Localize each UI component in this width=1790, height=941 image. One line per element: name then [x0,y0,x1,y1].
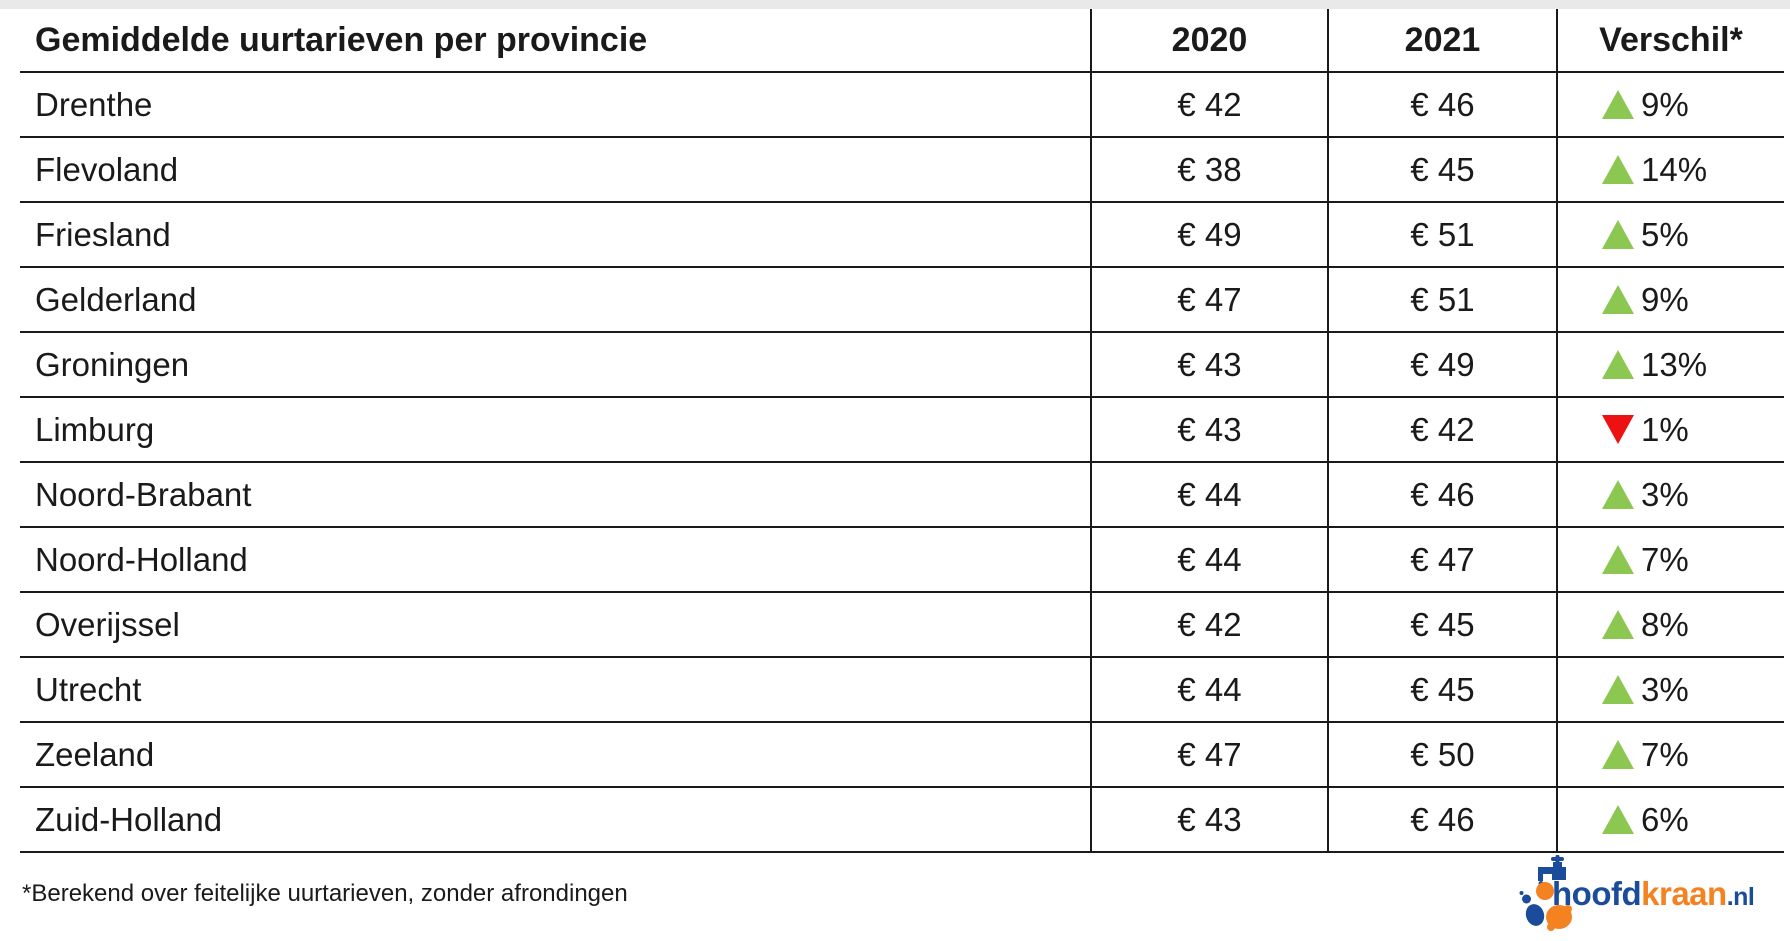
change-cell: 7% [1558,723,1784,786]
change-cell: 6% [1558,788,1784,851]
change-cell: 9% [1558,268,1784,331]
hoofdkraan-logo: hoofdkraan.nl [1518,852,1778,941]
rate-2021-cell: € 45 [1329,593,1558,656]
table-row: Limburg € 43 € 42 1% [20,398,1784,463]
rate-2021-cell: € 46 [1329,463,1558,526]
province-cell: Zuid-Holland [20,788,1092,851]
table-body: Drenthe € 42 € 46 9% Flevoland € 38 € 45 14% Fri… [20,73,1784,853]
province-cell: Zeeland [20,723,1092,786]
table-title: Gemiddelde uurtarieven per provincie [20,9,1092,71]
change-cell: 5% [1558,203,1784,266]
trend-up-icon [1602,480,1634,509]
change-cell: 7% [1558,528,1784,591]
rate-2021-cell: € 42 [1329,398,1558,461]
table-row: Friesland € 49 € 51 5% [20,203,1784,268]
rate-2020-cell: € 43 [1092,788,1329,851]
trend-down-icon [1602,415,1634,444]
change-cell: 3% [1558,463,1784,526]
rate-2020-cell: € 47 [1092,268,1329,331]
trend-up-icon [1602,220,1634,249]
province-cell: Utrecht [20,658,1092,721]
table-row: Drenthe € 42 € 46 9% [20,73,1784,138]
rate-2021-cell: € 46 [1329,73,1558,136]
trend-up-icon [1602,805,1634,834]
change-cell: 13% [1558,333,1784,396]
column-header-2020: 2020 [1092,9,1329,71]
province-cell: Noord-Holland [20,528,1092,591]
province-cell: Friesland [20,203,1092,266]
change-cell: 9% [1558,73,1784,136]
rate-2020-cell: € 44 [1092,463,1329,526]
province-cell: Drenthe [20,73,1092,136]
table-row: Groningen € 43 € 49 13% [20,333,1784,398]
change-value: 8% [1641,606,1689,643]
table-row: Utrecht € 44 € 45 3% [20,658,1784,723]
logo-text-hoofd: hoofd [1552,875,1642,912]
rate-2021-cell: € 50 [1329,723,1558,786]
rate-2021-cell: € 49 [1329,333,1558,396]
logo-text: hoofdkraan.nl [1552,875,1755,913]
change-cell: 8% [1558,593,1784,656]
column-header-2021: 2021 [1329,9,1558,71]
trend-up-icon [1602,740,1634,769]
change-value: 14% [1641,151,1708,188]
province-cell: Groningen [20,333,1092,396]
change-cell: 14% [1558,138,1784,201]
table-row: Flevoland € 38 € 45 14% [20,138,1784,203]
column-header-verschil: Verschil* [1599,21,1743,59]
rate-2020-cell: € 43 [1092,398,1329,461]
change-cell: 3% [1558,658,1784,721]
change-value: 9% [1641,86,1689,123]
logo-text-kraan: kraan [1641,875,1727,912]
change-value: 9% [1641,281,1689,318]
faucet-splash-icon [1519,855,1572,931]
province-cell: Limburg [20,398,1092,461]
rate-2020-cell: € 42 [1092,593,1329,656]
table-row: Noord-Brabant € 44 € 46 3% [20,463,1784,528]
rate-2021-cell: € 45 [1329,138,1558,201]
trend-up-icon [1602,90,1634,119]
rate-2020-cell: € 43 [1092,333,1329,396]
change-value: 7% [1641,541,1689,578]
table-header-row: Gemiddelde uurtarieven per provincie 202… [20,9,1784,73]
table-row: Zuid-Holland € 43 € 46 6% [20,788,1784,853]
change-value: 13% [1641,346,1708,383]
rate-2020-cell: € 42 [1092,73,1329,136]
province-cell: Gelderland [20,268,1092,331]
change-value: 7% [1641,736,1689,773]
trend-up-icon [1602,610,1634,639]
table-row: Gelderland € 47 € 51 9% [20,268,1784,333]
table-row: Noord-Holland € 44 € 47 7% [20,528,1784,593]
footnote: *Berekend over feitelijke uurtarieven, z… [22,880,628,907]
trend-up-icon [1602,350,1634,379]
province-cell: Overijssel [20,593,1092,656]
logo-text-nl: .nl [1726,883,1755,911]
change-value: 3% [1641,476,1689,513]
rate-2021-cell: € 47 [1329,528,1558,591]
rate-2020-cell: € 44 [1092,528,1329,591]
table-row: Overijssel € 42 € 45 8% [20,593,1784,658]
province-cell: Noord-Brabant [20,463,1092,526]
table-row: Zeeland € 47 € 50 7% [20,723,1784,788]
rate-2021-cell: € 45 [1329,658,1558,721]
change-cell: 1% [1558,398,1784,461]
rate-2021-cell: € 51 [1329,203,1558,266]
change-value: 3% [1641,671,1689,708]
trend-up-icon [1602,675,1634,704]
rate-2020-cell: € 44 [1092,658,1329,721]
rates-table: Gemiddelde uurtarieven per provincie 202… [20,9,1784,853]
province-cell: Flevoland [20,138,1092,201]
trend-up-icon [1602,545,1634,574]
change-value: 1% [1641,411,1689,448]
rate-2020-cell: € 38 [1092,138,1329,201]
trend-up-icon [1602,155,1634,184]
top-edge-strip [0,0,1790,9]
change-value: 6% [1641,801,1689,838]
rate-2021-cell: € 46 [1329,788,1558,851]
rate-2020-cell: € 49 [1092,203,1329,266]
rate-2021-cell: € 51 [1329,268,1558,331]
change-value: 5% [1641,216,1689,253]
rate-2020-cell: € 47 [1092,723,1329,786]
trend-up-icon [1602,285,1634,314]
